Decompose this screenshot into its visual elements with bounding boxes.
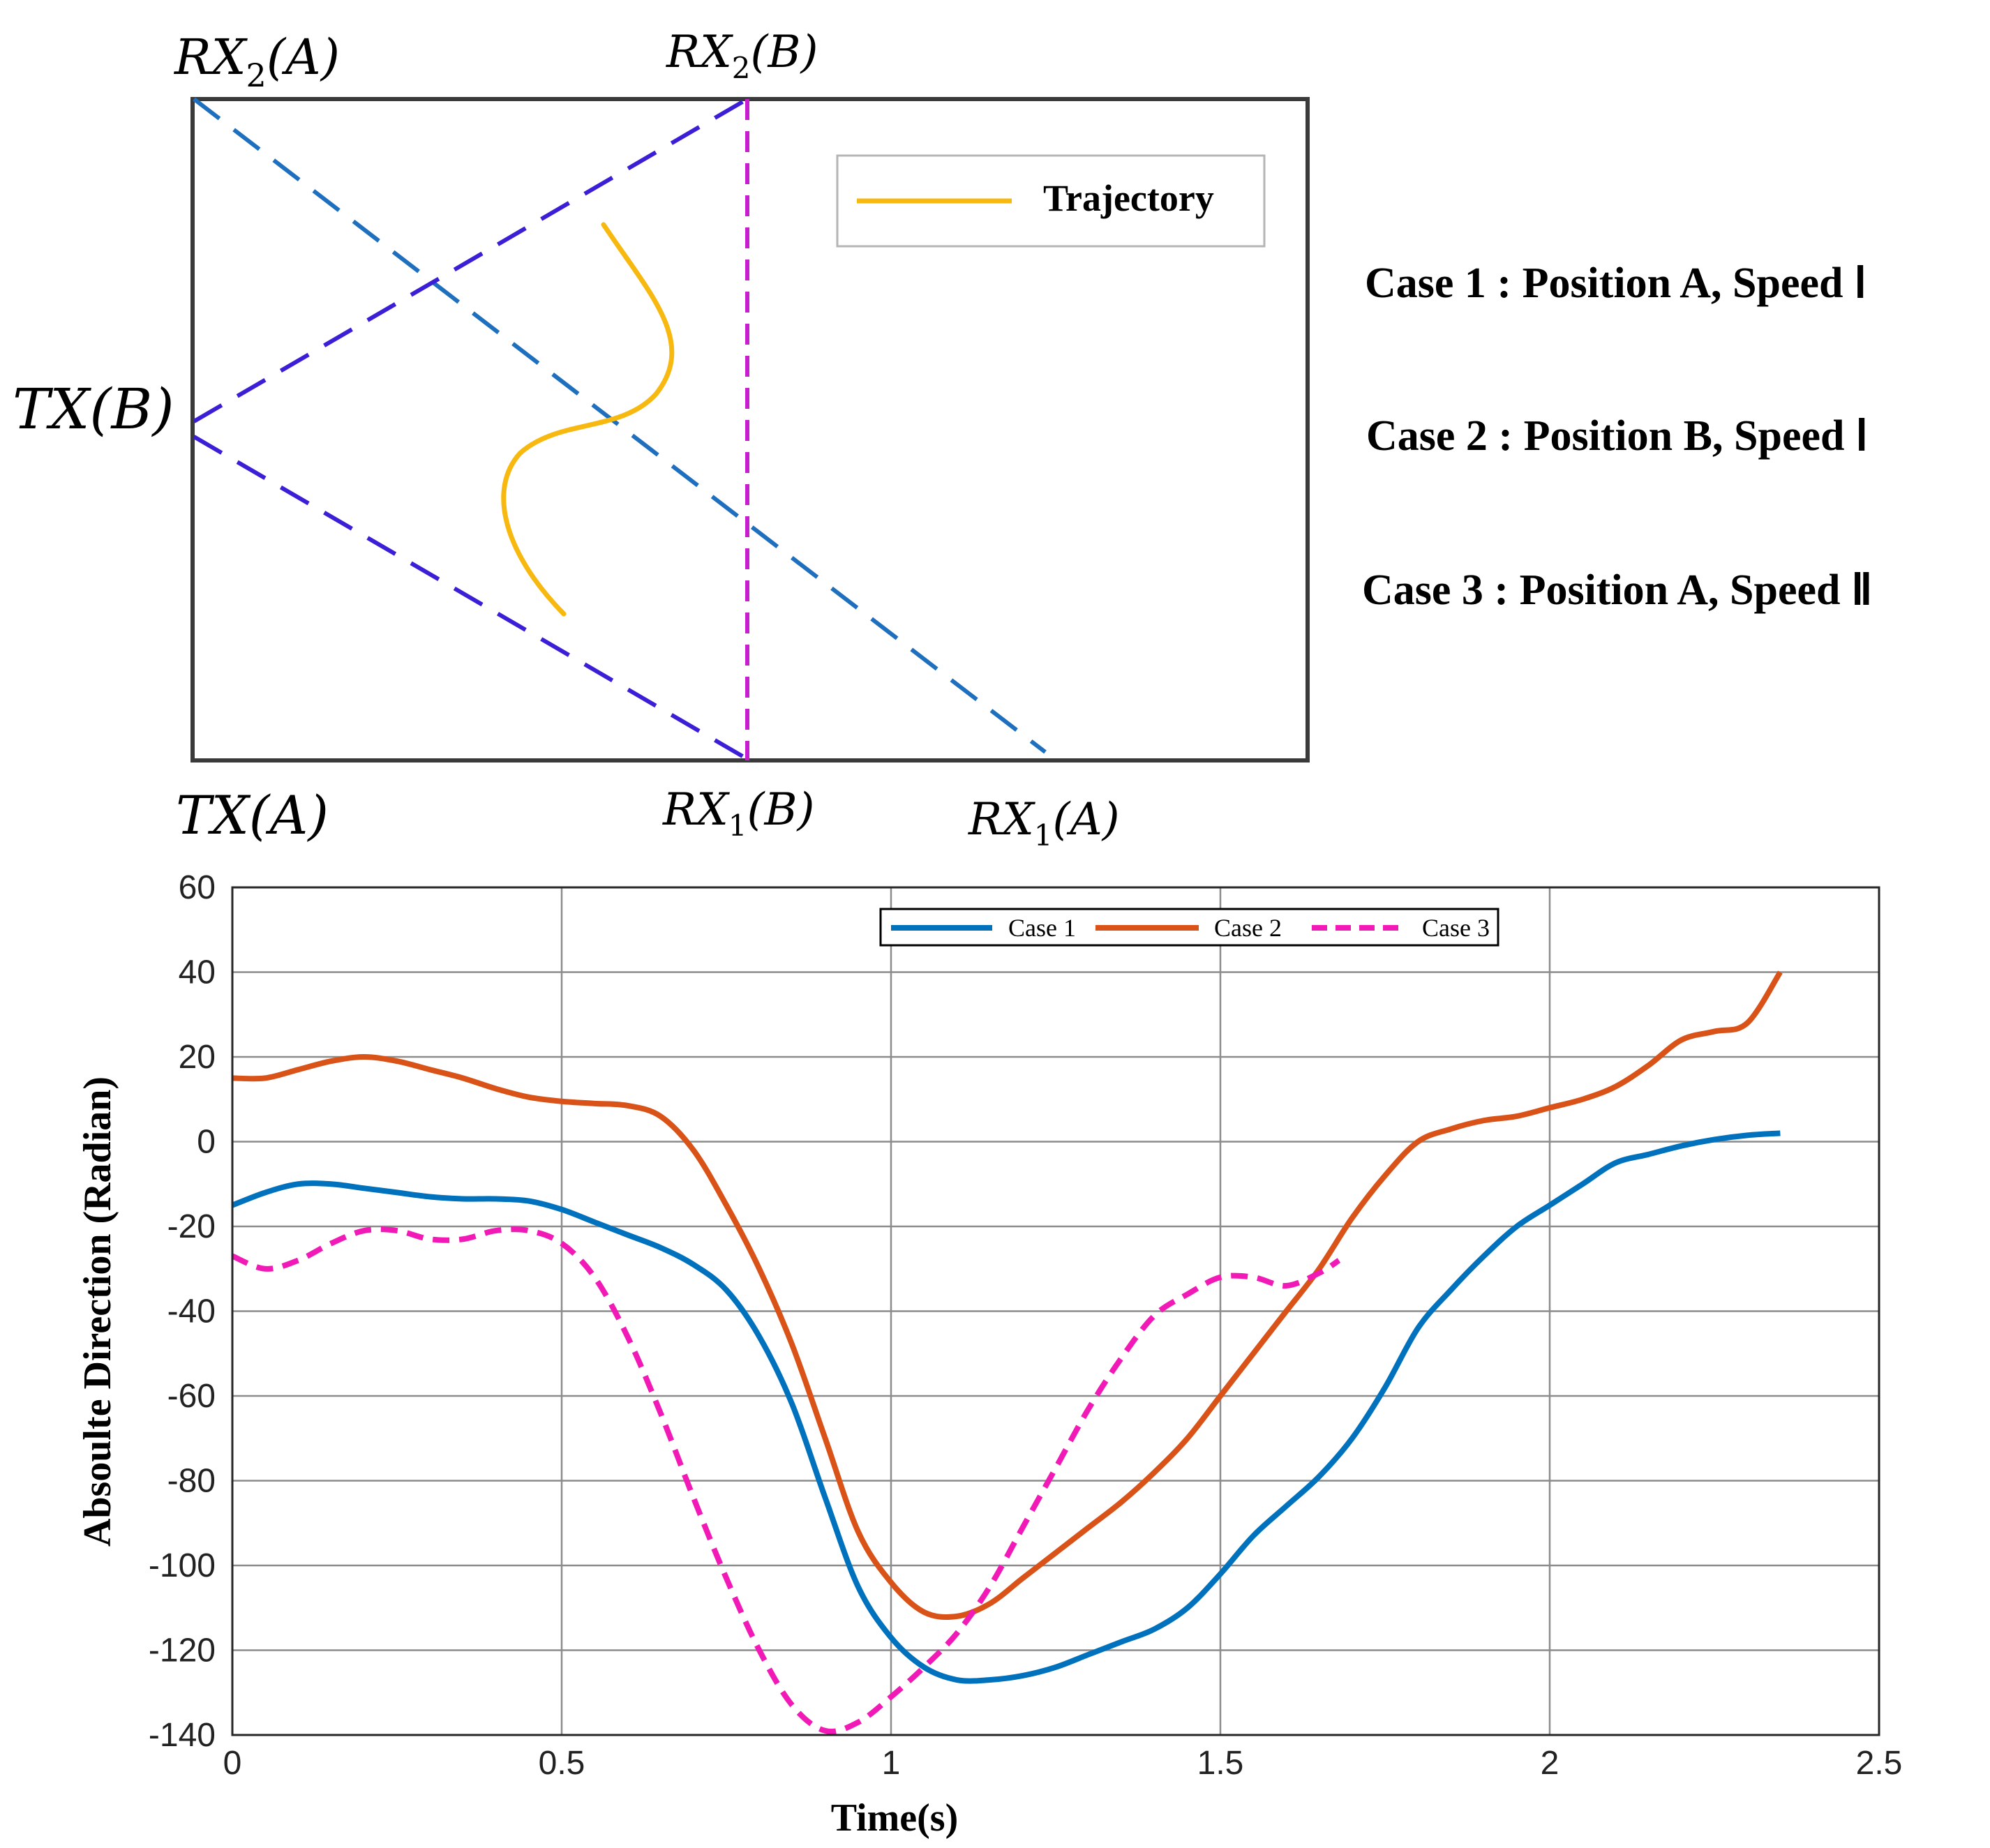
legend-label-case-3: Case 3 <box>1422 914 1490 942</box>
y-tick-label: -40 <box>167 1293 216 1330</box>
x-axis-title: Time(s) <box>831 1796 959 1840</box>
series-line-case-3 <box>231 1226 1341 1734</box>
x-tick-label: 0.5 <box>539 1745 585 1782</box>
x-tick-label: 2 <box>1541 1745 1559 1782</box>
case-list: Case 1 : Position A, Speed Ⅰ Case 2 : Po… <box>1362 260 1873 614</box>
case-2-text: Case 2 : Position B, Speed Ⅰ <box>1366 412 1868 460</box>
diagram-frame <box>190 97 1310 763</box>
y-tick-labels: 60 40 20 0 -20 -40 -60 -80 -100 -120 -140 <box>149 869 216 1754</box>
series-layer <box>231 970 1783 1734</box>
trajectory-legend-label: Trajectory <box>1043 177 1214 219</box>
line-chart: 0 0.5 1 1.5 2 2.5 60 40 20 0 -20 -40 -60 -80 -100 -120… <box>76 869 1902 1840</box>
label-tx-b: TX(B) <box>13 377 174 442</box>
x-tick-labels: 0 0.5 1 1.5 2 2.5 <box>223 1745 1903 1782</box>
y-axis-title: Absoulte Direction (Radian) <box>76 1076 119 1547</box>
y-tick-label: -140 <box>149 1717 216 1754</box>
y-tick-label: 0 <box>197 1124 216 1161</box>
label-tx-a: TX(A) <box>176 784 329 846</box>
link-txb-rx2b <box>193 97 749 423</box>
legend-label-case-1: Case 1 <box>1008 914 1076 942</box>
link-txb-rx1b <box>193 435 749 761</box>
x-tick-label: 1.5 <box>1197 1745 1244 1782</box>
legend-label-case-2: Case 2 <box>1214 914 1282 942</box>
label-rx1-b: RX1(B) <box>662 784 814 843</box>
geometry-diagram: Trajectory RX2(A) RX2(B) TX(B) TX(A) RX1… <box>13 27 1310 852</box>
label-rx2-b: RX2(B) <box>666 27 818 85</box>
label-rx2-a: RX2(A) <box>173 29 340 94</box>
x-tick-label: 1 <box>882 1745 901 1782</box>
link-rx2a-rx1a <box>193 97 1047 754</box>
y-tick-label: -120 <box>149 1632 216 1669</box>
y-tick-label: -60 <box>167 1378 216 1415</box>
y-tick-label: 20 <box>179 1039 216 1076</box>
grid <box>232 887 1879 1735</box>
y-tick-label: 60 <box>179 869 216 906</box>
x-tick-label: 0 <box>223 1745 242 1782</box>
series-line-case-1 <box>231 1130 1781 1684</box>
label-rx1-a: RX1(A) <box>968 794 1120 852</box>
y-tick-label: 40 <box>179 954 216 991</box>
x-tick-label: 2.5 <box>1856 1745 1903 1782</box>
series-line-case-2 <box>232 970 1783 1621</box>
plot-frame <box>231 886 1880 1736</box>
y-tick-label: -80 <box>167 1463 216 1500</box>
trajectory-curve <box>501 222 675 617</box>
case-3-text: Case 3 : Position A, Speed Ⅱ <box>1362 566 1873 614</box>
y-tick-label: -100 <box>149 1547 216 1584</box>
case-1-text: Case 1 : Position A, Speed Ⅰ <box>1365 260 1866 307</box>
chart-legend: Case 1 Case 2 Case 3 <box>879 908 1499 947</box>
y-tick-label: -20 <box>167 1208 216 1245</box>
